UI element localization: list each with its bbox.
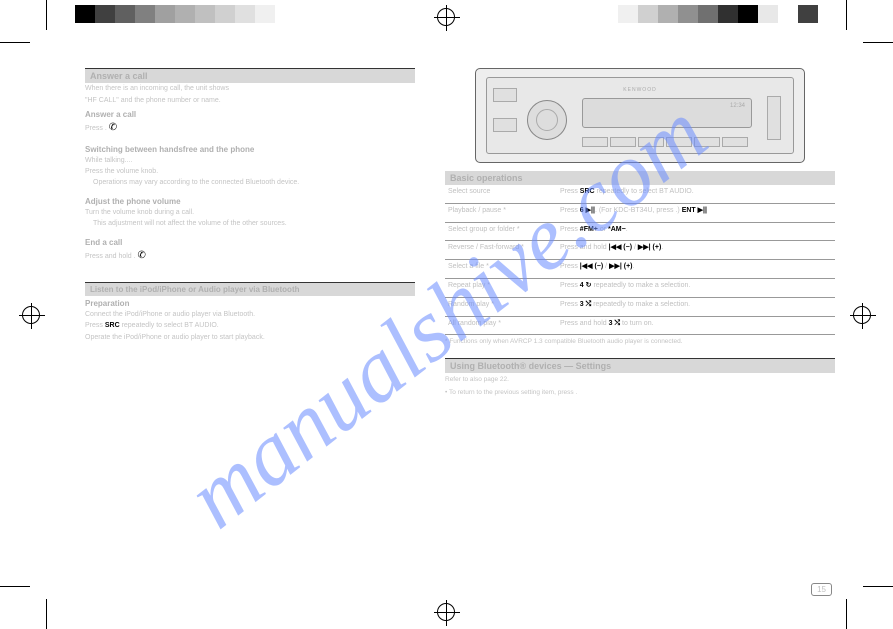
right-column: KENWOOD 12:34 Basic operations Select so… (445, 68, 835, 399)
adjust-line: This adjustment will not affect the volu… (85, 219, 415, 229)
page-number: 15 (811, 583, 832, 596)
prep-item: Operate the iPod/iPhone or audio player … (85, 332, 415, 344)
row-label: All random play * (448, 319, 558, 329)
device-button (493, 88, 517, 102)
row-label: Random play * (448, 300, 558, 310)
device-brand: KENWOOD (623, 87, 656, 93)
row-action: Press 3 ⤭ repeatedly to make a selection… (560, 300, 820, 310)
am-icon: *AM− (608, 226, 626, 233)
prep-item: Press SRC repeatedly to select BT AUDIO. (85, 320, 415, 332)
adjust-header: Adjust the phone volume (85, 194, 415, 207)
end-header: End a call (85, 235, 415, 248)
table-row: All random play * Press and hold 3 ⤭ to … (445, 317, 835, 336)
intro-line: "HF CALL" and the phone number or name. (85, 95, 415, 107)
crop-mark (863, 42, 893, 43)
section-basic-ops: Basic operations (445, 171, 835, 185)
device-button (493, 118, 517, 132)
section-bt-settings: Using Bluetooth® devices — Settings (445, 359, 835, 373)
row-action: Press 4 ↻ repeatedly to make a selection… (560, 281, 820, 291)
crop-mark (0, 586, 30, 587)
repeat-icon: 4 ↻ (580, 282, 592, 289)
switch-header: Switching between handsfree and the phon… (85, 142, 415, 155)
seek-fwd-icon: ▶▶| (+) (609, 263, 632, 270)
color-bar-left (75, 5, 275, 23)
phone-icon: ✆ (138, 250, 146, 261)
prep-item: Connect the iPod/iPhone or audio player … (85, 309, 415, 321)
row-label: Reverse / Fast-forward * (448, 243, 558, 253)
prep-header: Preparation (85, 296, 415, 309)
crop-mark (46, 599, 47, 629)
registration-mark (22, 306, 40, 324)
table-row: Select a file * Press |◀◀ (−) / ▶▶| (+). (445, 260, 835, 279)
src-icon: SRC (580, 188, 595, 195)
shuffle-icon: 3 ⤭ (580, 301, 591, 308)
left-column: Answer a call When there is an incoming … (85, 68, 415, 344)
table-row: Random play * Press 3 ⤭ repeatedly to ma… (445, 298, 835, 317)
row-label: Playback / pause * (448, 206, 558, 216)
table-row: Repeat play * Press 4 ↻ repeatedly to ma… (445, 279, 835, 298)
usb-slot (767, 96, 781, 140)
footnote: * Functions only when AVRCP 1.3 compatib… (445, 335, 835, 348)
play-pause-icon: 6 ▶|| (580, 207, 595, 214)
switch-line: While talking.... (85, 155, 415, 167)
volume-knob (527, 100, 567, 140)
fm-icon: #FM+ (580, 226, 598, 233)
phone-icon: ✆ (109, 122, 117, 133)
seek-back-icon: |◀◀ (−) (580, 263, 603, 270)
clock: 12:34 (730, 103, 745, 109)
color-bar-right (618, 5, 818, 23)
device-illustration: KENWOOD 12:34 (475, 68, 805, 163)
row-label: Select group or folder * (448, 225, 558, 235)
row-action: Press |◀◀ (−) / ▶▶| (+). (560, 262, 820, 272)
table-row: Select source Press SRC repeatedly to se… (445, 185, 835, 204)
ent-icon: ENT ▶|| (682, 207, 707, 214)
answer-body: Press . ✆ (85, 120, 415, 136)
row-action: Press 6 ▶||. (For KDC-BT34U, press .) EN… (560, 206, 820, 216)
registration-mark (437, 603, 455, 621)
row-action: Press #FM+ or *AM−. (560, 225, 820, 235)
crop-mark (846, 599, 847, 629)
registration-mark (853, 306, 871, 324)
settings-ref: Refer to also page 22. (445, 373, 835, 386)
registration-mark (437, 8, 455, 26)
settings-ref: • To return to the previous setting item… (445, 386, 835, 399)
table-row: Playback / pause * Press 6 ▶||. (For KDC… (445, 204, 835, 223)
end-body: Press and hold . ✆ (85, 248, 415, 264)
row-label: Select a file * (448, 262, 558, 272)
switch-note: Operations may vary according to the con… (85, 178, 415, 188)
row-action: Press and hold 3 ⤭ to turn on. (560, 319, 820, 329)
switch-line: Press the volume knob. (85, 166, 415, 178)
row-action: Press SRC repeatedly to select BT AUDIO. (560, 187, 820, 197)
crop-mark (846, 0, 847, 30)
table-row: Reverse / Fast-forward * Press and hold … (445, 241, 835, 260)
shuffle-icon: 3 ⤭ (609, 320, 620, 327)
page-content: Answer a call When there is an incoming … (85, 68, 835, 573)
crop-mark (46, 0, 47, 30)
preset-buttons (582, 137, 748, 147)
src-button-label: SRC (105, 322, 120, 329)
crop-mark (863, 586, 893, 587)
row-label: Select source (448, 187, 558, 197)
row-action: Press and hold |◀◀ (−) / ▶▶| (+). (560, 243, 820, 253)
answer-header: Answer a call (85, 107, 415, 120)
adjust-line: Turn the volume knob during a call. (85, 207, 415, 219)
section-answer-call: Answer a call (85, 69, 415, 83)
seek-fwd-icon: ▶▶| (+) (638, 244, 661, 251)
section-bt-audio: Listen to the iPod/iPhone or Audio playe… (85, 283, 415, 296)
intro-line: When there is an incoming call, the unit… (85, 83, 415, 95)
crop-mark (0, 42, 30, 43)
row-label: Repeat play * (448, 281, 558, 291)
seek-back-icon: |◀◀ (−) (609, 244, 632, 251)
table-row: Select group or folder * Press #FM+ or *… (445, 223, 835, 242)
lcd-display: 12:34 (582, 98, 752, 128)
